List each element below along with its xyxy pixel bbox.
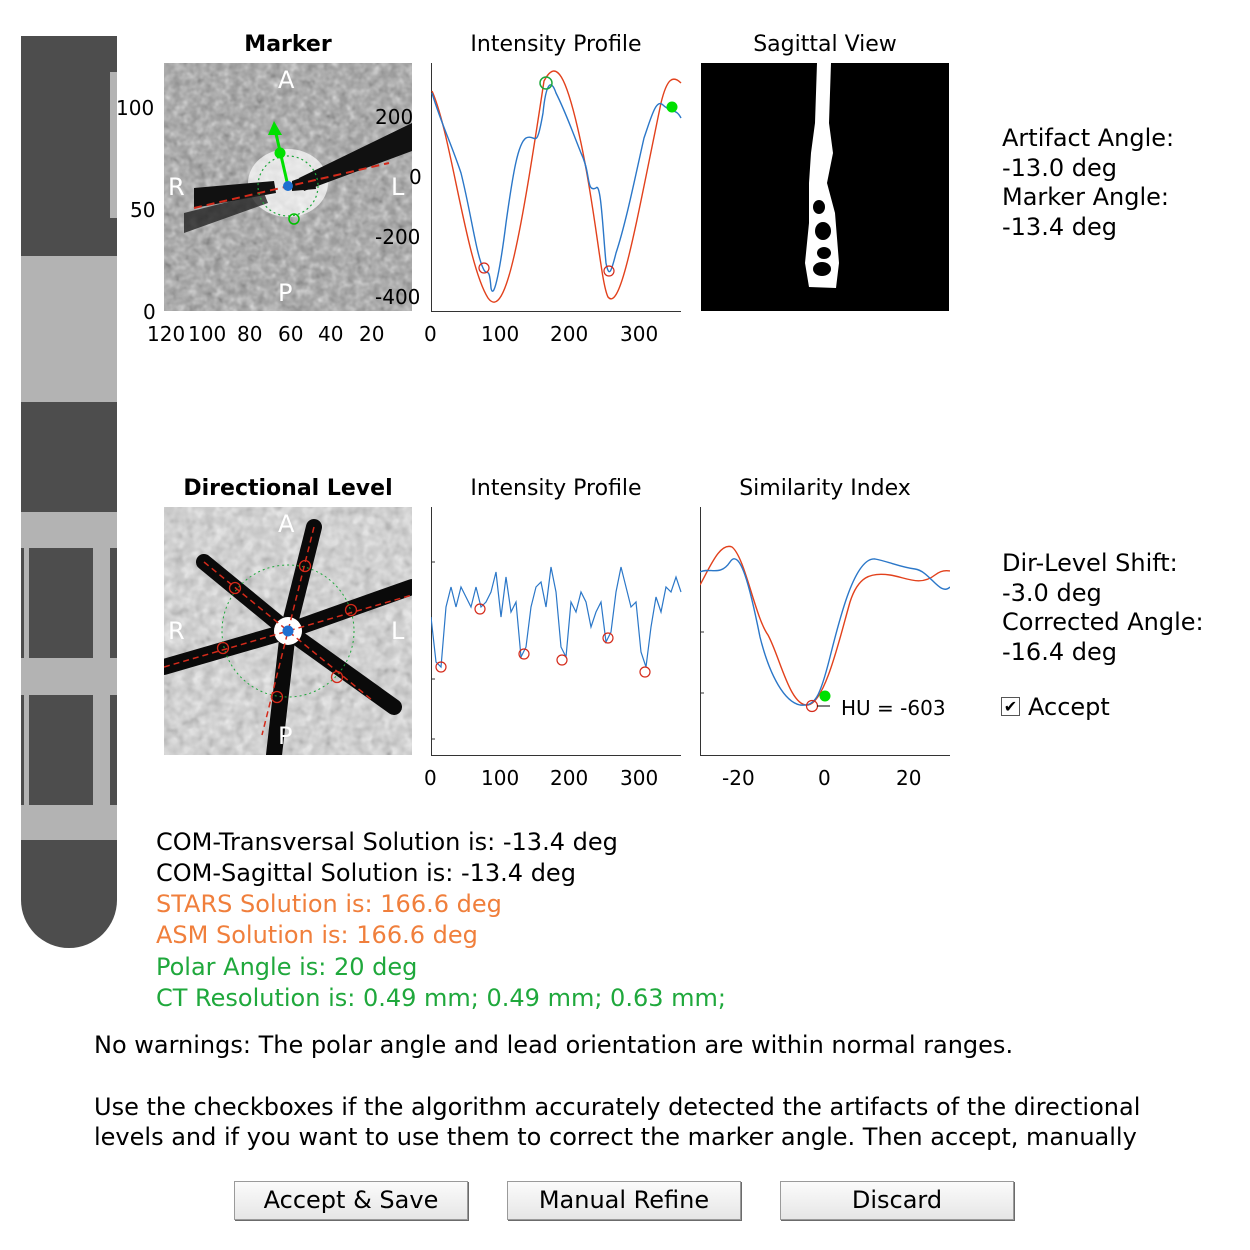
- directional-level-title: Directional Level: [183, 476, 393, 501]
- com-transversal-solution: COM-Transversal Solution is: -13.4 deg: [156, 828, 618, 856]
- ct-resolution: CT Resolution is: 0.49 mm; 0.49 mm; 0.63…: [156, 984, 726, 1012]
- discard-button[interactable]: Discard: [780, 1181, 1014, 1220]
- marker-label-l: L: [391, 173, 405, 201]
- manual-refine-button[interactable]: Manual Refine: [507, 1181, 741, 1220]
- similarity-xtick: 0: [818, 766, 831, 790]
- profile-top-xtick: 0: [424, 322, 437, 346]
- accept-label: Accept: [1028, 693, 1110, 721]
- profile-top-xtick: 300: [620, 322, 659, 346]
- marker-image: [164, 63, 412, 311]
- profile-top-xtick: 100: [481, 322, 520, 346]
- accept-checkbox[interactable]: ✔: [1001, 697, 1020, 716]
- dir-label-p: P: [278, 722, 293, 750]
- marker-xtick: 80: [237, 322, 263, 346]
- similarity-xtick: -20: [722, 766, 755, 790]
- dir-level-shift-value: -3.0 deg: [1002, 579, 1102, 607]
- profile-bottom-xtick: 300: [620, 766, 659, 790]
- dir-label-r: R: [168, 617, 185, 645]
- dir-label-a: A: [278, 510, 295, 538]
- profile-bottom-xtick: 0: [424, 766, 437, 790]
- marker-xtick: 60: [278, 322, 304, 346]
- sagittal-title: Sagittal View: [753, 32, 897, 57]
- dir-label-l: L: [391, 617, 405, 645]
- profile-top-plot: [431, 63, 682, 312]
- marker-ytick: 100: [116, 96, 155, 120]
- profile-bottom-xtick: 200: [550, 766, 589, 790]
- marker-label-r: R: [168, 173, 185, 201]
- marker-angle-value: -13.4 deg: [1002, 213, 1117, 241]
- marker-ytick: 0: [143, 300, 156, 324]
- com-sagittal-solution: COM-Sagittal Solution is: -13.4 deg: [156, 859, 576, 887]
- marker-label-a: A: [278, 66, 295, 94]
- similarity-xtick: 20: [896, 766, 922, 790]
- marker-xtick: 100: [188, 322, 227, 346]
- marker-xtick: 120: [147, 322, 186, 346]
- marker-title: Marker: [244, 32, 332, 57]
- polar-angle: Polar Angle is: 20 deg: [156, 953, 418, 981]
- accept-save-button[interactable]: Accept & Save: [234, 1181, 468, 1220]
- warning-message: No warnings: The polar angle and lead or…: [94, 1031, 1014, 1059]
- directional-level-image: [164, 507, 412, 755]
- marker-xtick: 40: [318, 322, 344, 346]
- corrected-angle-value: -16.4 deg: [1002, 638, 1117, 666]
- profile-bottom-title: Intensity Profile: [470, 476, 642, 501]
- marker-ytick: 50: [130, 198, 156, 222]
- profile-bottom-xtick: 100: [481, 766, 520, 790]
- dir-level-shift-label: Dir-Level Shift:: [1002, 549, 1178, 577]
- asm-solution: ASM Solution is: 166.6 deg: [156, 921, 478, 949]
- marker-xtick: 20: [359, 322, 385, 346]
- instructions-line-2: levels and if you want to use them to co…: [94, 1123, 1137, 1151]
- profile-top-ytick: 200: [375, 105, 414, 129]
- artifact-angle-label: Artifact Angle:: [1002, 124, 1175, 152]
- instructions-line-1: Use the checkboxes if the algorithm accu…: [94, 1093, 1141, 1121]
- stars-solution: STARS Solution is: 166.6 deg: [156, 890, 502, 918]
- similarity-plot: [700, 507, 950, 756]
- profile-top-ytick: -200: [375, 225, 421, 249]
- marker-angle-label: Marker Angle:: [1002, 183, 1169, 211]
- sagittal-image: [701, 63, 949, 311]
- lead-schematic: [21, 36, 117, 948]
- profile-top-title: Intensity Profile: [470, 32, 642, 57]
- profile-top-ytick: 0: [409, 165, 422, 189]
- marker-label-p: P: [278, 279, 293, 307]
- corrected-angle-label: Corrected Angle:: [1002, 608, 1204, 636]
- similarity-title: Similarity Index: [739, 476, 911, 501]
- profile-bottom-plot: [431, 507, 682, 756]
- profile-top-xtick: 200: [550, 322, 589, 346]
- similarity-annotation: HU = -603: [841, 696, 946, 720]
- profile-top-ytick: -400: [375, 285, 421, 309]
- artifact-angle-value: -13.0 deg: [1002, 154, 1117, 182]
